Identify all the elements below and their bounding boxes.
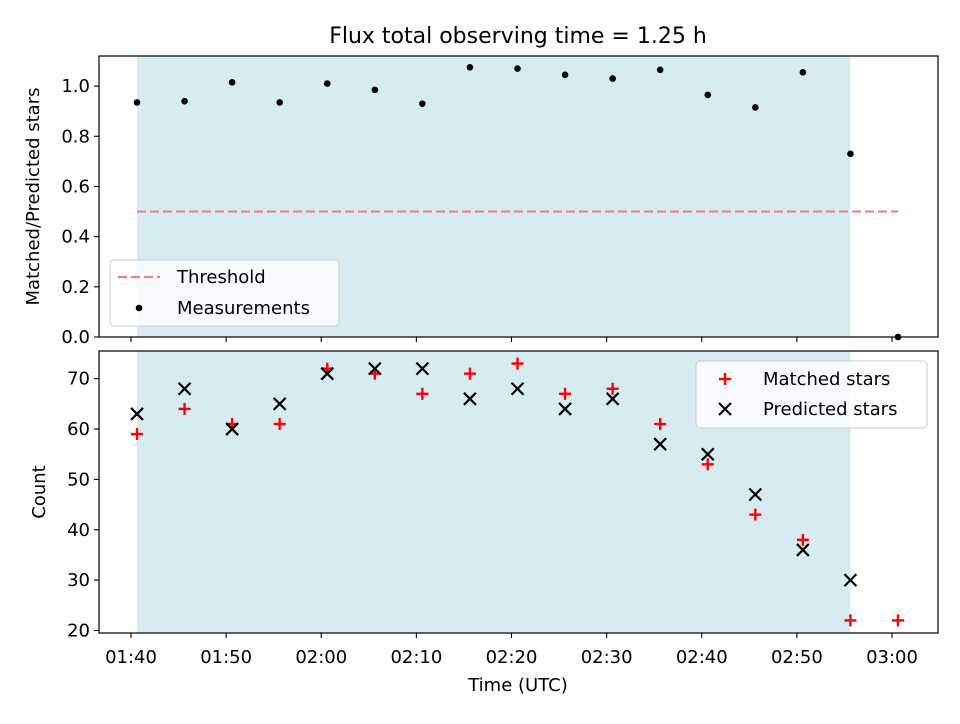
top-y-ticks: 0.0 0.2 0.4 0.6 0.8 1.0	[61, 76, 99, 348]
top-panel: 0.0 0.2 0.4 0.6 0.8 1.0 Matched/Predicted sta…	[23, 55, 939, 348]
predicted-star-point	[272, 397, 287, 411]
matched-star-point	[701, 458, 714, 471]
bottom-legend-box	[695, 360, 928, 429]
measurement-point	[847, 150, 854, 158]
top-x-ticks	[130, 337, 893, 342]
measurement-point	[133, 99, 141, 106]
bottom-panel: 20 30 40 50 60 70 01:40 01:50 02:00 02:10 02:20 02…	[29, 350, 939, 696]
y-tick-label: 60	[67, 419, 90, 440]
y-tick-label: 0.8	[61, 126, 90, 147]
x-tick-label: 02:20	[486, 647, 538, 668]
measurement-point	[276, 99, 283, 106]
y-tick-label: 30	[67, 570, 90, 591]
matched-star-point	[273, 418, 286, 431]
matched-star-point	[131, 428, 143, 441]
measurement-point	[181, 97, 188, 105]
matched-star-point	[416, 387, 429, 400]
bottom-y-axis-label: Count	[29, 465, 50, 518]
measurement-point	[323, 80, 331, 87]
measurement-point	[799, 69, 807, 76]
measurement-point	[419, 100, 426, 107]
bottom-legend: Matched stars Predicted stars	[695, 360, 928, 429]
matched-star-point	[178, 402, 191, 415]
y-tick-label: 0.0	[61, 327, 90, 348]
matched-star-point	[654, 418, 667, 431]
x-tick-label: 02:10	[390, 647, 442, 668]
measurement-points	[133, 63, 902, 341]
predicted-star-point	[368, 361, 382, 376]
predicted-star-point	[225, 422, 239, 436]
predicted-stars-points	[130, 361, 858, 587]
y-tick-label: 70	[67, 369, 90, 390]
bottom-axes-frame	[98, 350, 939, 634]
chart-title: Flux total observing time = 1.25 h	[329, 24, 707, 49]
matched-star-point	[844, 614, 857, 627]
x-tick-label: 02:40	[676, 647, 728, 668]
y-tick-label: 1.0	[61, 76, 90, 97]
predicted-star-point	[558, 402, 572, 416]
x-axis-label: Time (UTC)	[467, 675, 568, 696]
measurement-point	[514, 65, 521, 72]
legend-measurements-swatch	[135, 304, 143, 312]
matched-star-point	[796, 533, 809, 546]
bottom-y-ticks: 20 30 40 50 60 70	[67, 369, 99, 641]
x-tick-label: 03:00	[866, 647, 918, 668]
bottom-x-ticks: 01:40 01:50 02:00 02:10 02:20 02:30 02:40 02:50…	[105, 633, 918, 668]
measurement-point	[466, 63, 474, 71]
predicted-star-point	[463, 392, 477, 406]
predicted-star-point	[843, 573, 858, 587]
predicted-star-point	[177, 381, 192, 396]
legend-threshold-label: Threshold	[176, 267, 266, 288]
predicted-star-point	[700, 447, 715, 462]
measurement-point	[609, 75, 616, 82]
matched-star-point	[559, 387, 572, 400]
top-legend-box	[109, 259, 340, 327]
predicted-star-point	[510, 381, 525, 396]
predicted-star-point	[130, 407, 144, 421]
matched-star-point	[606, 382, 619, 395]
measurement-point	[371, 86, 379, 94]
y-tick-label: 40	[67, 520, 90, 541]
measurement-point	[752, 104, 759, 111]
measurement-point	[656, 66, 664, 74]
legend-predicted-label: Predicted stars	[763, 399, 897, 420]
predicted-star-point	[605, 392, 620, 406]
y-tick-label: 0.4	[61, 227, 90, 248]
y-tick-label: 0.2	[61, 277, 90, 298]
top-legend: Threshold Measurements	[109, 259, 340, 327]
measurement-point	[228, 79, 236, 86]
x-tick-label: 01:50	[200, 647, 252, 668]
matched-stars-points	[131, 357, 904, 627]
top-y-axis-label: Matched/Predicted stars	[23, 88, 44, 306]
matched-star-point	[463, 367, 476, 380]
y-tick-label: 20	[67, 620, 90, 641]
matched-star-point	[892, 614, 904, 627]
predicted-star-point	[748, 487, 763, 502]
x-tick-label: 02:00	[295, 647, 347, 668]
x-tick-label: 02:50	[771, 647, 823, 668]
measurement-point	[561, 71, 569, 79]
legend-measurements-label: Measurements	[177, 298, 310, 319]
predicted-star-point	[653, 437, 667, 451]
y-tick-label: 0.6	[61, 176, 90, 197]
legend-matched-swatch	[719, 373, 731, 385]
legend-predicted-swatch	[718, 402, 732, 416]
predicted-star-point	[796, 543, 810, 557]
y-tick-label: 50	[67, 469, 90, 490]
predicted-star-point	[320, 366, 335, 381]
predicted-star-point	[415, 361, 430, 376]
matched-star-point	[511, 357, 524, 370]
legend-matched-label: Matched stars	[763, 369, 890, 390]
top-axes-frame	[98, 55, 939, 338]
x-tick-label: 02:30	[581, 647, 633, 668]
matched-star-point	[749, 508, 762, 521]
measurement-point	[704, 91, 712, 99]
x-tick-label: 01:40	[105, 647, 157, 668]
